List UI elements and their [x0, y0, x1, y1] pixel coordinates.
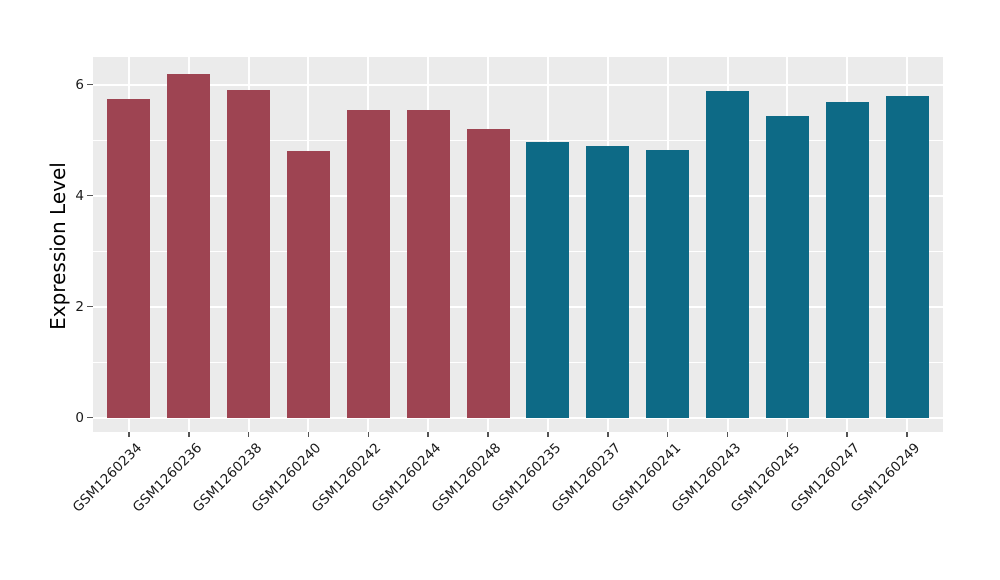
x-tick-mark — [666, 432, 669, 437]
y-tick-label: 0 — [75, 409, 84, 426]
y-minor-gridline — [93, 361, 943, 363]
y-tick-label: 2 — [75, 298, 84, 315]
bar-GSM1260240 — [286, 150, 330, 418]
plot-panel — [93, 57, 943, 432]
y-major-gridline — [93, 194, 943, 197]
bar-GSM1260245 — [765, 116, 809, 418]
bar-GSM1260238 — [227, 90, 271, 418]
x-tick-mark — [726, 432, 729, 437]
x-tick-mark — [188, 432, 190, 437]
y-tick-label: 6 — [75, 76, 84, 93]
bar-GSM1260248 — [466, 128, 510, 418]
y-tick-mark — [87, 194, 93, 197]
bar-GSM1260237 — [586, 145, 630, 418]
x-tick-mark — [547, 432, 549, 437]
bar-GSM1260236 — [167, 74, 211, 418]
bar-GSM1260235 — [526, 142, 570, 418]
y-major-gridline — [93, 416, 943, 419]
bar-GSM1260244 — [406, 109, 450, 418]
y-major-gridline — [93, 83, 943, 86]
x-tick-mark — [607, 432, 609, 437]
bar-GSM1260243 — [706, 91, 749, 418]
bar-GSM1260247 — [825, 101, 869, 418]
y-tick-mark — [87, 83, 93, 86]
x-tick-mark — [786, 432, 789, 437]
y-tick-label: 4 — [75, 187, 84, 204]
x-tick-mark — [906, 432, 908, 437]
y-major-gridline — [93, 305, 943, 308]
y-minor-gridline — [93, 139, 943, 141]
x-tick-mark — [307, 432, 310, 437]
x-tick-mark — [128, 432, 130, 437]
x-tick-mark — [487, 432, 489, 437]
x-tick-mark — [367, 432, 370, 437]
y-axis-label: Expression Level — [46, 162, 70, 330]
bar-GSM1260242 — [346, 110, 390, 418]
y-tick-mark — [87, 416, 93, 419]
bar-GSM1260249 — [885, 96, 929, 418]
x-tick-mark — [247, 432, 250, 437]
y-tick-mark — [87, 305, 93, 308]
x-tick-mark — [427, 432, 429, 437]
x-tick-mark — [846, 432, 848, 437]
y-minor-gridline — [93, 250, 943, 252]
bar-GSM1260234 — [107, 99, 151, 418]
bar-GSM1260241 — [646, 150, 690, 418]
